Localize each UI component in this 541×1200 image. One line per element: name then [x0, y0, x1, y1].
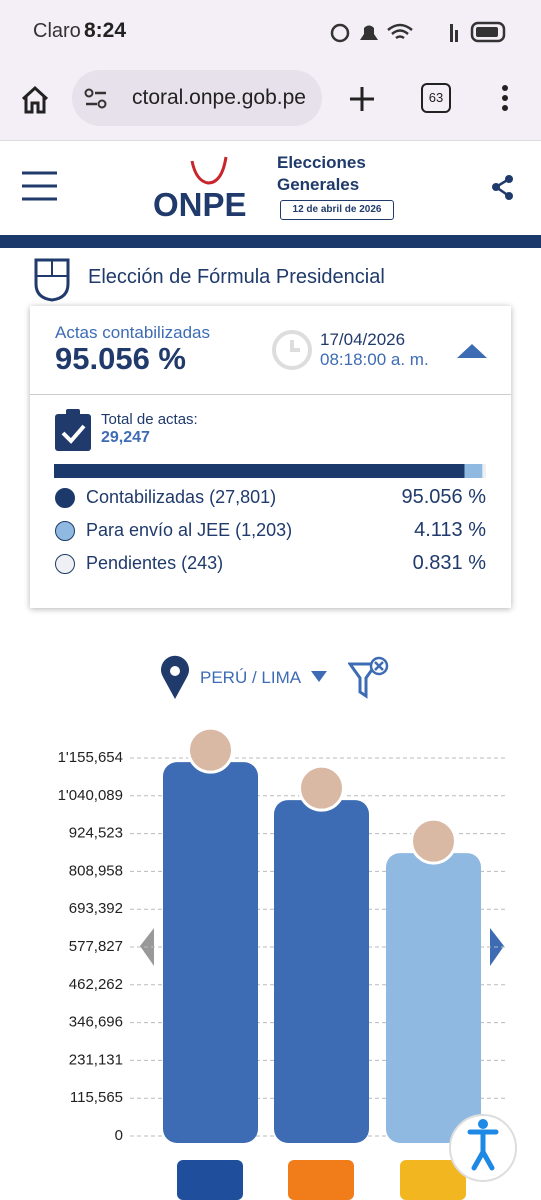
- tab-count[interactable]: 63: [421, 83, 451, 113]
- party-logo: [177, 1160, 243, 1200]
- menu[interactable]: [498, 83, 512, 115]
- legend-swatch: [55, 521, 75, 541]
- legend-swatch: [55, 488, 75, 508]
- y-tick-label: 0: [115, 1127, 123, 1144]
- site-settings[interactable]: [84, 88, 108, 110]
- logo-text: ONPE: [153, 186, 247, 223]
- legend-value: 0.831 %: [412, 552, 486, 574]
- party-logo: [400, 1160, 466, 1200]
- y-tick-label: 693,392: [69, 900, 123, 917]
- carrier: Claro: [33, 20, 81, 42]
- legend-label: Pendientes (243): [86, 553, 224, 573]
- coat-of-arms: [34, 258, 70, 302]
- legend-row: Pendientes (243) 0.831 %: [54, 549, 486, 579]
- share[interactable]: [490, 174, 516, 202]
- progress-segment: [54, 464, 465, 478]
- clock-icon: [272, 330, 312, 370]
- home-button[interactable]: [20, 85, 50, 115]
- legend-label: Contabilizadas (27,801): [86, 487, 277, 507]
- section-title: Elección de Fórmula Presidencial: [88, 266, 385, 288]
- accessibility-head: [478, 1119, 488, 1129]
- legend: Contabilizadas (27,801) 95.056 % Para enví…: [54, 483, 486, 593]
- legend-row: Para envío al JEE (1,203) 4.113 %: [54, 516, 486, 546]
- logo-hand: [190, 156, 228, 185]
- candidate-photo: [298, 764, 345, 812]
- y-tick-label: 231,131: [69, 1051, 123, 1068]
- accessibility-icon: [467, 1129, 499, 1171]
- y-tick-label: 115,565: [70, 1089, 123, 1106]
- bar: [386, 853, 481, 1143]
- location-icon: [161, 655, 189, 699]
- clear-filter[interactable]: [348, 656, 390, 700]
- summary-date: 17/04/2026: [320, 330, 406, 349]
- progress-segment: [464, 464, 483, 478]
- progress-segment: [482, 464, 486, 478]
- legend-row: Contabilizadas (27,801) 95.056 %: [54, 483, 486, 513]
- legend-label: Para envío al JEE (1,203): [86, 520, 293, 540]
- y-tick-label: 924,523: [69, 825, 123, 842]
- party-logo: [288, 1160, 354, 1200]
- site-header: ONPE Elecciones Generales 12 de abril de…: [0, 141, 541, 235]
- y-tick-label: 346,696: [69, 1014, 123, 1031]
- clock: 8:24: [84, 19, 127, 42]
- total-label: Total de actas:: [101, 411, 198, 428]
- progress-bar: [54, 464, 486, 478]
- chart: 0 115,565 231,131 346,696 462,262 577,827 693,…: [58, 726, 517, 1200]
- browser-bar: ctoral.onpe.gob.pe 63: [0, 65, 541, 141]
- summary-card: Actas contabilizadas 95.056 % 17/04/2026…: [30, 306, 511, 608]
- bar: [163, 762, 258, 1143]
- header-date: 12 de abril de 2026: [280, 200, 394, 220]
- filter-location[interactable]: PERÚ / LIMA: [200, 668, 302, 687]
- status-icons: [330, 21, 506, 43]
- candidate-photo: [410, 817, 457, 865]
- legend-value: 4.113 %: [414, 519, 486, 541]
- status-bar: Claro 8:24: [0, 0, 541, 65]
- header-strip: [0, 235, 541, 248]
- y-tick-label: 1'155,654: [58, 749, 123, 766]
- clipboard-icon: [55, 409, 91, 451]
- summary-time: 08:18:00 a. m.: [320, 350, 429, 369]
- filter-dropdown[interactable]: [310, 670, 328, 684]
- y-tick-label: 577,827: [69, 938, 123, 955]
- collapse[interactable]: [457, 342, 487, 360]
- header-line1: Elecciones: [277, 153, 366, 172]
- url-bar[interactable]: ctoral.onpe.gob.pe: [72, 70, 322, 126]
- summary-label: Actas contabilizadas: [55, 323, 210, 342]
- new-tab[interactable]: [348, 85, 376, 113]
- divider: [30, 394, 511, 395]
- bar: [274, 800, 369, 1143]
- hamburger[interactable]: [22, 171, 58, 201]
- y-tick-label: 462,262: [69, 976, 123, 993]
- header-line2: Generales: [277, 175, 360, 194]
- url: ctoral.onpe.gob.pe: [132, 86, 306, 109]
- summary-percent: 95.056 %: [55, 341, 186, 376]
- total-value: 29,247: [101, 429, 150, 446]
- candidate-photo: [187, 726, 234, 774]
- y-tick-label: 1'040,089: [58, 787, 123, 804]
- legend-swatch: [55, 554, 75, 574]
- y-tick-label: 808,958: [69, 862, 123, 879]
- legend-value: 95.056 %: [401, 486, 486, 508]
